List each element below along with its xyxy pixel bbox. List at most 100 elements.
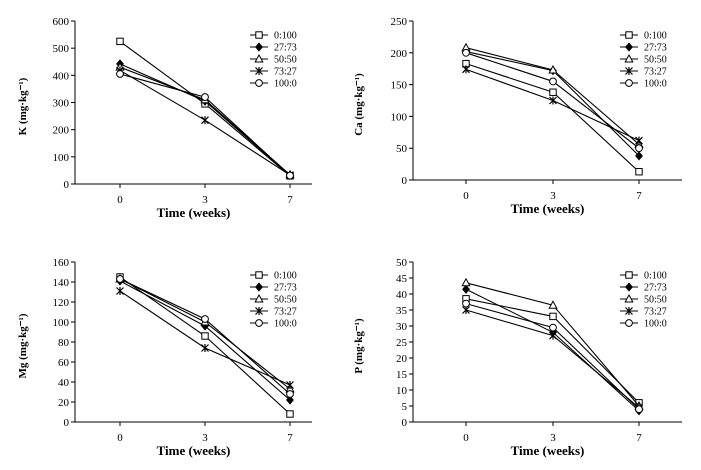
x-tick-label: 0: [117, 432, 123, 444]
legend-label: 0:100: [644, 31, 667, 42]
y-axis-label: K (mg·kg⁻¹): [17, 77, 29, 135]
y-tick-label: 600: [53, 16, 70, 28]
legend-label: 73:27: [644, 67, 667, 78]
data-point: [461, 277, 471, 287]
y-tick-label: 160: [53, 257, 70, 269]
data-point: [201, 116, 209, 125]
legend-label: 0:100: [274, 271, 297, 282]
y-tick-label: 20: [396, 353, 408, 365]
x-tick-label: 7: [636, 190, 642, 202]
data-point: [548, 300, 558, 309]
y-tick-label: 120: [53, 297, 70, 309]
legend-marker: [255, 79, 263, 87]
legend-label: 73:27: [274, 67, 297, 78]
legend-marker: [255, 319, 263, 327]
y-tick-label: 50: [396, 143, 408, 155]
legend-label: 100:0: [644, 79, 667, 90]
data-point: [549, 323, 557, 332]
x-axis-label: Time (weeks): [157, 443, 231, 458]
data-point: [548, 64, 558, 74]
data-point: [462, 284, 470, 294]
data-point: [116, 275, 124, 283]
legend-marker: [624, 293, 634, 303]
y-tick-label: 15: [396, 369, 408, 381]
x-tick-label: 7: [287, 432, 293, 444]
y-tick-label: 100: [53, 152, 70, 164]
series-73:27: [462, 306, 643, 412]
y-axis-label: Ca (mg·kg⁻¹): [353, 73, 365, 136]
chart-panel-3: 0 20 40 60 80 100 120 140 160 0 3 7 Time (weeks) Mg (…: [17, 257, 312, 458]
x-tick-label: 3: [550, 432, 556, 444]
data-point: [462, 299, 470, 308]
data-point: [549, 96, 557, 105]
legend-marker: [625, 67, 633, 75]
y-tick-label: 10: [396, 385, 408, 397]
data-point: [635, 144, 643, 153]
series-100:0: [462, 299, 643, 414]
data-point: [201, 344, 209, 352]
legend-label: 73:27: [644, 307, 667, 318]
y-tick-label: 35: [396, 305, 408, 317]
data-point: [549, 88, 557, 96]
data-point: [635, 136, 643, 145]
data-point: [462, 65, 470, 74]
y-tick-label: 0: [64, 179, 70, 191]
data-point: [201, 315, 209, 323]
x-tick-label: 3: [202, 194, 208, 206]
legend-marker: [255, 282, 263, 292]
series-100:0: [462, 48, 643, 153]
x-tick-label: 0: [117, 194, 123, 206]
y-tick-label: 20: [58, 397, 70, 409]
legend-marker: [254, 293, 264, 303]
y-tick-label: 100: [53, 317, 70, 329]
legend-marker: [624, 53, 634, 63]
legend-marker: [625, 42, 633, 52]
legend-marker: [625, 271, 633, 279]
x-tick-label: 3: [202, 432, 208, 444]
data-point: [635, 168, 643, 176]
data-point: [116, 287, 124, 295]
legend-label: 100:0: [274, 79, 297, 90]
legend-label: 100:0: [274, 319, 297, 330]
y-tick-label: 300: [53, 98, 70, 110]
data-point: [116, 37, 124, 46]
y-tick-label: 0: [402, 417, 408, 429]
legend-label: 50:50: [274, 295, 297, 306]
y-tick-label: 200: [53, 125, 70, 137]
legend-marker: [255, 271, 263, 279]
data-point: [286, 395, 294, 405]
y-tick-label: 40: [396, 289, 408, 301]
data-point: [286, 381, 294, 389]
data-point: [635, 405, 643, 414]
series-line: [119, 40, 291, 177]
data-point: [286, 410, 294, 418]
data-point: [201, 93, 209, 101]
y-tick-label: 25: [396, 337, 408, 349]
y-axis-label: Mg (mg·kg⁻¹): [17, 313, 29, 378]
legend-marker: [254, 53, 264, 63]
y-tick-label: 140: [53, 277, 70, 289]
series-100:0: [116, 70, 294, 180]
y-tick-label: 400: [53, 70, 70, 82]
y-tick-label: 500: [53, 43, 70, 55]
y-tick-label: 250: [391, 16, 408, 28]
data-point: [549, 331, 557, 340]
y-tick-label: 50: [396, 257, 408, 269]
y-tick-label: 5: [402, 401, 408, 413]
y-tick-label: 60: [58, 357, 70, 369]
chart-panel-2: 0 50 100 150 200 250 0 3 7 Time (weeks) Ca (mg·kg⁻…: [353, 16, 682, 216]
legend-label: 27:73: [644, 283, 667, 294]
series-73:27: [116, 287, 294, 389]
legend-marker: [625, 307, 633, 315]
legend-marker: [255, 31, 263, 39]
y-tick-label: 200: [391, 48, 408, 60]
legend-label: 50:50: [274, 55, 297, 66]
legend-marker: [255, 42, 263, 52]
data-point: [116, 70, 124, 78]
data-point: [201, 332, 209, 340]
y-tick-label: 0: [64, 417, 70, 429]
